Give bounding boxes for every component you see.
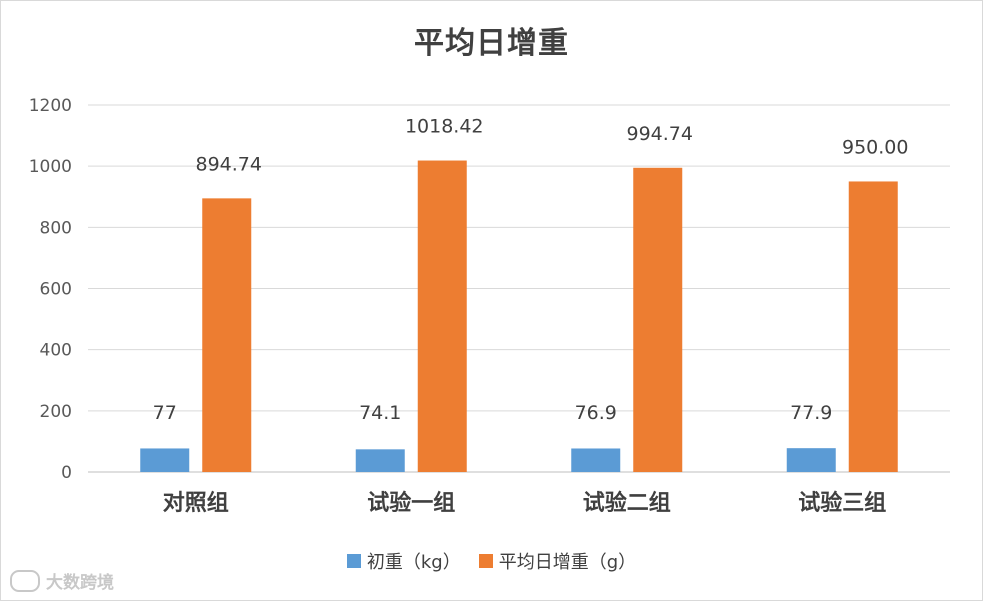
y-tick-label: 0 [61, 463, 72, 483]
data-label: 74.1 [359, 402, 401, 424]
watermark: 大数跨境 [10, 568, 114, 593]
legend-label-series-2: 平均日增重（g） [498, 552, 637, 573]
x-tick-label: 试验三组 [798, 490, 886, 516]
bar [633, 167, 683, 473]
data-label: 1018.42 [405, 116, 484, 138]
x-tick-label: 试验一组 [367, 490, 455, 516]
watermark-logo-icon [10, 569, 40, 592]
legend: 初重（kg） 平均日增重（g） [0, 548, 983, 574]
x-tick-label: 试验二组 [583, 490, 671, 516]
legend-item-series-1: 初重（kg） [346, 548, 461, 574]
y-tick-label: 800 [40, 218, 72, 238]
watermark-text: 大数跨境 [46, 573, 114, 593]
legend-item-series-2: 平均日增重（g） [478, 548, 637, 574]
y-tick-label: 400 [40, 341, 72, 361]
bars [140, 160, 898, 473]
data-label: 950.00 [842, 136, 908, 158]
x-axis-labels: 对照组 试验一组 试验二组 试验三组 [163, 490, 887, 516]
data-label: 894.74 [196, 153, 262, 175]
y-tick-label: 1000 [29, 157, 72, 177]
y-tick-label: 200 [40, 402, 72, 422]
data-label: 994.74 [627, 123, 693, 145]
data-labels: 77 894.74 74.1 1018.42 76.9 994.74 77.9 950.00 [153, 116, 909, 424]
bar [571, 448, 621, 472]
bar [417, 160, 467, 473]
bar [355, 449, 405, 472]
chart-title: 平均日增重 [414, 26, 569, 61]
bar [202, 198, 252, 472]
bar [848, 181, 898, 473]
legend-swatch-series-1 [346, 554, 361, 568]
legend-label-series-1: 初重（kg） [366, 552, 461, 573]
data-label: 77.9 [790, 402, 832, 424]
y-tick-label: 1200 [29, 96, 72, 116]
bar [786, 448, 836, 472]
data-label: 76.9 [575, 402, 617, 424]
data-label: 77 [153, 402, 177, 424]
bar [140, 448, 190, 472]
y-tick-label: 600 [40, 280, 72, 300]
x-tick-label: 对照组 [163, 490, 229, 516]
legend-swatch-series-2 [478, 554, 493, 568]
y-axis-ticks: 0 200 400 600 800 1000 1200 [29, 96, 72, 483]
